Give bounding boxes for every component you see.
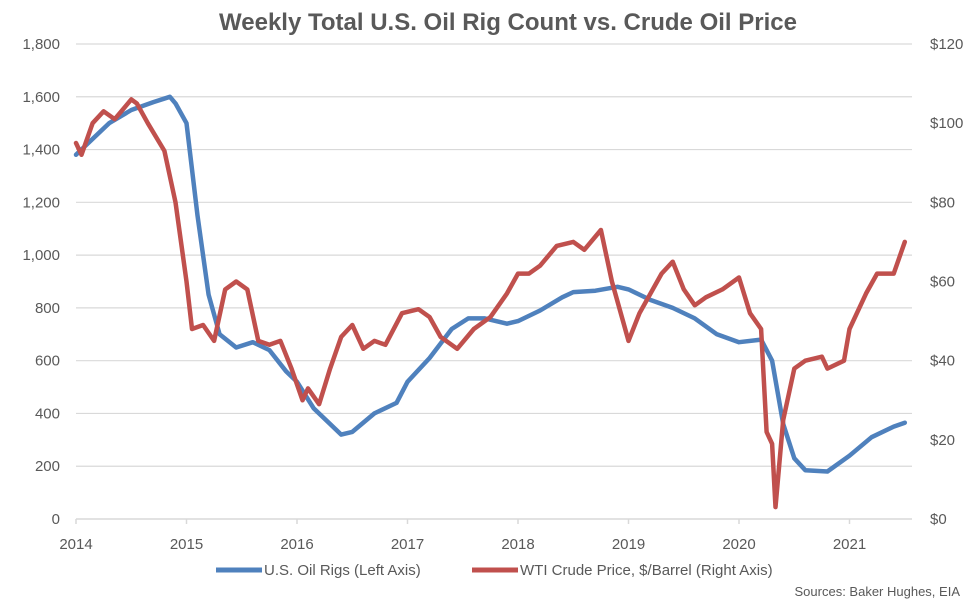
y-right-tick-label: $120: [930, 36, 963, 53]
x-axis: 2014 2015 2016 2017 2018 2019 2020 2021: [59, 518, 912, 553]
x-tick-label: 2021: [833, 536, 866, 553]
x-tick-label: 2016: [280, 536, 313, 553]
y-right-tick-label: $20: [930, 432, 955, 449]
y-right-tick-label: $0: [930, 511, 947, 528]
chart-title: Weekly Total U.S. Oil Rig Count vs. Crud…: [219, 9, 797, 36]
legend-label-rigs: U.S. Oil Rigs (Left Axis): [264, 562, 421, 579]
series-line-wti: [73, 97, 908, 510]
y-right-tick-label: $80: [930, 194, 955, 211]
y-left-tick-label: 800: [35, 300, 60, 317]
y-left-tick-label: 1,200: [22, 194, 60, 211]
y-left-tick-label: 1,000: [22, 247, 60, 264]
y-left-tick-label: 1,400: [22, 142, 60, 159]
legend-label-wti: WTI Crude Price, $/Barrel (Right Axis): [520, 562, 773, 579]
y-right-tick-label: $100: [930, 115, 963, 132]
x-tick-label: 2015: [170, 536, 203, 553]
x-tick-label: 2019: [612, 536, 645, 553]
source-note: Sources: Baker Hughes, EIA: [795, 584, 961, 599]
y-left-tick-label: 1,800: [22, 36, 60, 53]
y-left-tick-label: 200: [35, 458, 60, 475]
y-right-tick-label: $40: [930, 353, 955, 370]
x-tick-label: 2020: [722, 536, 755, 553]
gridlines: [76, 43, 912, 467]
y-left-tick-label: 600: [35, 353, 60, 370]
x-tick-label: 2017: [391, 536, 424, 553]
y-left-tick-label: 400: [35, 405, 60, 422]
y-right-tick-label: $60: [930, 274, 955, 291]
left-axis-ticks: 0 200 400 600 800 1,000 1,200 1,400 1,600 1,800: [22, 36, 60, 528]
y-left-tick-label: 1,600: [22, 89, 60, 106]
series-lines: [73, 94, 908, 510]
legend: U.S. Oil Rigs (Left Axis) WTI Crude Pric…: [216, 562, 773, 579]
right-axis-ticks: $0 $20 $40 $60 $80 $100 $120: [930, 36, 963, 528]
series-line-rigs: [73, 94, 908, 474]
y-left-tick-label: 0: [52, 511, 60, 528]
x-tick-label: 2018: [501, 536, 534, 553]
x-tick-label: 2014: [59, 536, 92, 553]
